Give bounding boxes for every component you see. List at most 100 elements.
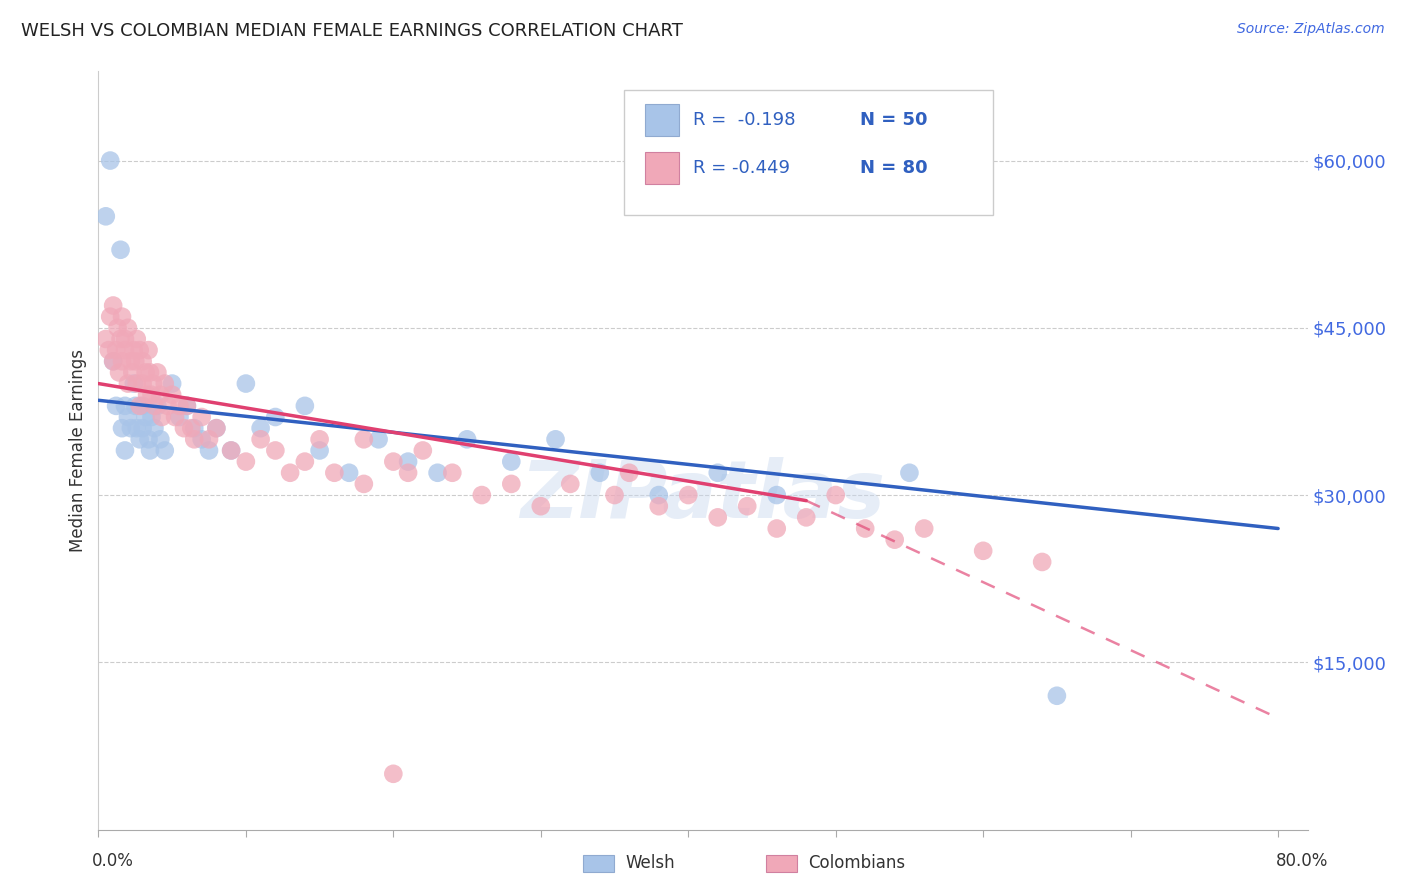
Point [249, 433, 271, 447]
Point [98, 153, 121, 168]
FancyBboxPatch shape [645, 104, 679, 136]
Point [1046, 689, 1069, 703]
Text: Source: ZipAtlas.com: Source: ZipAtlas.com [1237, 22, 1385, 37]
Point [308, 443, 330, 458]
Point [165, 410, 187, 425]
Point [122, 376, 145, 391]
Point [323, 466, 346, 480]
Point [353, 476, 375, 491]
Point [160, 387, 183, 401]
Point [264, 410, 287, 425]
Point [105, 343, 128, 358]
Point [153, 376, 176, 391]
Point [128, 343, 150, 358]
Point [131, 354, 153, 368]
Point [98, 310, 121, 324]
Point [456, 433, 478, 447]
Point [131, 399, 153, 413]
Point [219, 443, 242, 458]
Point [619, 466, 641, 480]
Point [235, 455, 257, 469]
Point [706, 510, 728, 524]
Point [107, 321, 129, 335]
Text: N = 50: N = 50 [860, 111, 928, 128]
Text: Colombians: Colombians [808, 855, 905, 872]
Point [110, 243, 132, 257]
Point [765, 521, 787, 535]
Point [396, 466, 419, 480]
Point [125, 376, 148, 391]
Point [294, 455, 316, 469]
Point [169, 410, 191, 425]
Point [124, 399, 146, 413]
Point [135, 410, 157, 425]
Point [101, 354, 124, 368]
Point [153, 443, 176, 458]
Point [219, 443, 242, 458]
Point [128, 399, 150, 413]
Point [117, 321, 139, 335]
Point [367, 433, 389, 447]
Point [150, 410, 173, 425]
Point [426, 466, 449, 480]
Point [501, 455, 523, 469]
Point [205, 421, 228, 435]
Point [735, 500, 758, 514]
Point [603, 488, 626, 502]
Point [853, 521, 876, 535]
Point [337, 466, 360, 480]
Point [156, 399, 179, 413]
Point [883, 533, 905, 547]
Point [141, 410, 163, 425]
Point [382, 455, 405, 469]
Point [160, 376, 183, 391]
Text: Welsh: Welsh [626, 855, 675, 872]
Point [235, 376, 257, 391]
Text: R = -0.449: R = -0.449 [693, 159, 790, 177]
Point [824, 488, 846, 502]
Point [142, 376, 165, 391]
Point [294, 399, 316, 413]
Text: R =  -0.198: R = -0.198 [693, 111, 796, 128]
Point [501, 476, 523, 491]
Point [353, 433, 375, 447]
Point [190, 410, 212, 425]
Point [898, 466, 921, 480]
Point [912, 521, 935, 535]
Point [180, 421, 202, 435]
Point [138, 343, 160, 358]
Point [141, 387, 163, 401]
Point [471, 488, 494, 502]
Point [648, 488, 671, 502]
Point [94, 332, 117, 346]
Point [117, 376, 139, 391]
Point [648, 500, 671, 514]
Point [135, 366, 157, 380]
Point [122, 343, 145, 358]
Point [125, 332, 148, 346]
Point [124, 354, 146, 368]
Point [111, 310, 134, 324]
FancyBboxPatch shape [624, 90, 993, 216]
Point [176, 399, 198, 413]
Point [190, 433, 212, 447]
Point [530, 500, 553, 514]
Point [412, 443, 434, 458]
Point [105, 399, 128, 413]
Text: 0.0%: 0.0% [91, 852, 134, 870]
Point [125, 421, 148, 435]
Point [765, 488, 787, 502]
Point [205, 421, 228, 435]
Point [396, 455, 419, 469]
Point [139, 366, 162, 380]
Point [121, 366, 143, 380]
Point [183, 433, 205, 447]
Point [101, 354, 124, 368]
Point [146, 366, 169, 380]
Point [143, 399, 166, 413]
Point [128, 433, 150, 447]
Point [131, 376, 153, 391]
Text: WELSH VS COLOMBIAN MEDIAN FEMALE EARNINGS CORRELATION CHART: WELSH VS COLOMBIAN MEDIAN FEMALE EARNING… [21, 22, 683, 40]
Point [1031, 555, 1053, 569]
Text: ZIPatlas: ZIPatlas [520, 457, 886, 535]
